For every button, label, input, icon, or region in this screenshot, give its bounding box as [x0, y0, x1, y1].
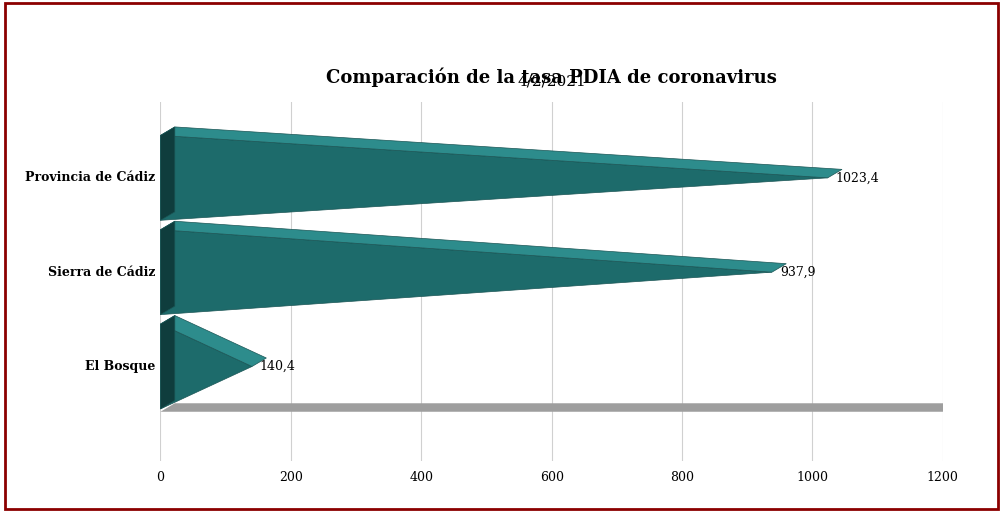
Polygon shape [160, 127, 174, 220]
Text: 937,9: 937,9 [779, 266, 815, 279]
Text: 4/2/2021: 4/2/2021 [517, 74, 585, 88]
Polygon shape [160, 315, 267, 367]
Text: Provincia de Cádiz: Provincia de Cádiz [25, 172, 155, 184]
Polygon shape [160, 324, 252, 409]
Text: El Bosque: El Bosque [85, 360, 155, 373]
Polygon shape [160, 403, 956, 412]
Title: Comparación de la tasa PDIA de coronavirus: Comparación de la tasa PDIA de coronavir… [326, 68, 777, 87]
Polygon shape [160, 221, 174, 314]
Polygon shape [160, 135, 827, 220]
Polygon shape [160, 230, 772, 314]
Text: 140,4: 140,4 [260, 360, 296, 373]
Text: 1023,4: 1023,4 [835, 172, 879, 184]
Text: Sierra de Cádiz: Sierra de Cádiz [48, 266, 155, 279]
Polygon shape [160, 315, 174, 409]
Polygon shape [160, 127, 842, 178]
Polygon shape [160, 221, 786, 272]
